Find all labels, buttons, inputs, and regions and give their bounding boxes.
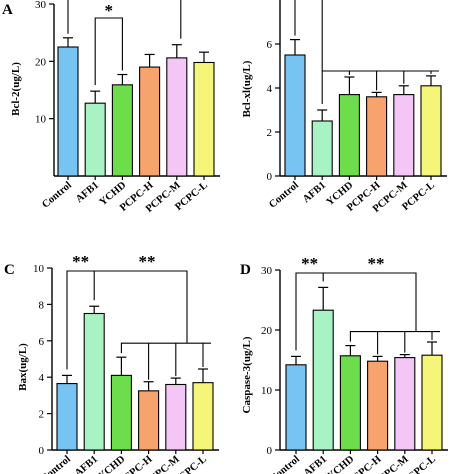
bar-d-pcpc-m bbox=[394, 357, 416, 451]
bar-c-pcpc-h bbox=[138, 390, 160, 451]
y-tick-label-d: 20 bbox=[261, 325, 273, 337]
significance-bracket-a bbox=[94, 17, 123, 86]
category-label-c: Control bbox=[39, 454, 73, 474]
significance-bracket-d-1 bbox=[295, 272, 324, 351]
y-tick-label-c: 2 bbox=[39, 409, 45, 421]
bar-a-pcpc-l bbox=[193, 61, 215, 177]
y-tick-label-d: 30 bbox=[261, 265, 273, 277]
significance-bracket-c-1 bbox=[66, 270, 95, 370]
category-label-d: Control bbox=[268, 454, 302, 474]
y-tick-label-a: 30 bbox=[35, 0, 47, 11]
category-label-d: YCHD bbox=[326, 454, 357, 474]
y-tick-label-b: 4 bbox=[267, 83, 273, 95]
significance-mark-a: * bbox=[105, 1, 114, 20]
significance-mark-c-2: ** bbox=[139, 252, 156, 271]
y-axis-label-d: Caspase-3(ug/L) bbox=[241, 336, 253, 413]
significance-bracket-d-2 bbox=[323, 272, 417, 332]
panel-letter-a: A bbox=[2, 2, 13, 18]
y-tick-label-b: 0 bbox=[267, 171, 273, 183]
y-axis-label-a: Bcl-2(ug/L) bbox=[10, 62, 22, 116]
significance-mark-d-2: ** bbox=[368, 254, 385, 273]
y-tick-label-a: 10 bbox=[35, 114, 47, 126]
y-tick-label-c: 6 bbox=[39, 336, 45, 348]
panel-d-caspase3: D Caspase-3(ug/L) 0 10 20 30 Control AFB1YCHD… bbox=[240, 254, 448, 474]
y-tick-label-b: 6 bbox=[267, 39, 273, 51]
bar-a-pcpc-h bbox=[139, 66, 161, 177]
y-tick-label-c: 0 bbox=[39, 445, 45, 457]
y-tick-label-c: 4 bbox=[39, 372, 45, 384]
bar-b-pcpc-l bbox=[420, 85, 442, 177]
y-axis-label-c: Bax(ug/L) bbox=[17, 343, 29, 391]
bar-d-ychd bbox=[339, 355, 361, 451]
y-tick-label-a: 20 bbox=[35, 56, 47, 68]
category-label-d: AFB1 bbox=[302, 454, 329, 474]
category-label-b: Control bbox=[267, 180, 301, 211]
y-axis-label-b: Bcl-xl(ug/L) bbox=[241, 60, 253, 117]
category-label-c: AFB1 bbox=[73, 454, 100, 474]
bar-a-afb1 bbox=[84, 102, 106, 177]
y-tick-label-c: 10 bbox=[33, 263, 45, 275]
comparison-bracket-c bbox=[120, 342, 211, 354]
bar-b-pcpc-h bbox=[366, 96, 388, 177]
category-label-c: YCHD bbox=[97, 454, 128, 474]
bar-c-pcpc-l bbox=[192, 382, 214, 451]
bar-a-control bbox=[57, 46, 79, 177]
bar-d-afb1 bbox=[312, 309, 334, 451]
bar-b-ychd bbox=[338, 94, 360, 177]
significance-mark-c-1: ** bbox=[72, 252, 89, 271]
panel-letter-d: D bbox=[240, 262, 251, 278]
category-label-a: AFB1 bbox=[74, 180, 101, 205]
bar-b-afb1 bbox=[311, 120, 333, 177]
significance-bracket-c-2 bbox=[94, 270, 188, 344]
bar-d-pcpc-l bbox=[421, 354, 443, 451]
panel-letter-c: C bbox=[4, 262, 15, 278]
y-tick-label-c: 8 bbox=[39, 299, 45, 311]
bar-a-pcpc-m bbox=[166, 57, 188, 177]
y-tick-label-b: 2 bbox=[267, 127, 273, 139]
bar-b-control bbox=[284, 54, 306, 177]
y-tick-label-d: 10 bbox=[261, 385, 273, 397]
bar-d-control bbox=[285, 364, 307, 451]
bar-c-pcpc-m bbox=[165, 383, 187, 451]
category-label-a: Control bbox=[40, 180, 74, 211]
bar-c-ychd bbox=[110, 374, 132, 451]
y-tick-label-d: 0 bbox=[267, 445, 273, 457]
bar-c-control bbox=[56, 383, 78, 451]
category-label-b: AFB1 bbox=[301, 180, 328, 205]
bar-b-pcpc-m bbox=[393, 94, 415, 177]
bar-d-pcpc-h bbox=[367, 360, 389, 451]
significance-mark-d-1: ** bbox=[301, 254, 318, 273]
bar-c-afb1 bbox=[83, 312, 105, 451]
comparison-bracket-d bbox=[349, 331, 440, 342]
bar-a-ychd bbox=[111, 84, 133, 177]
